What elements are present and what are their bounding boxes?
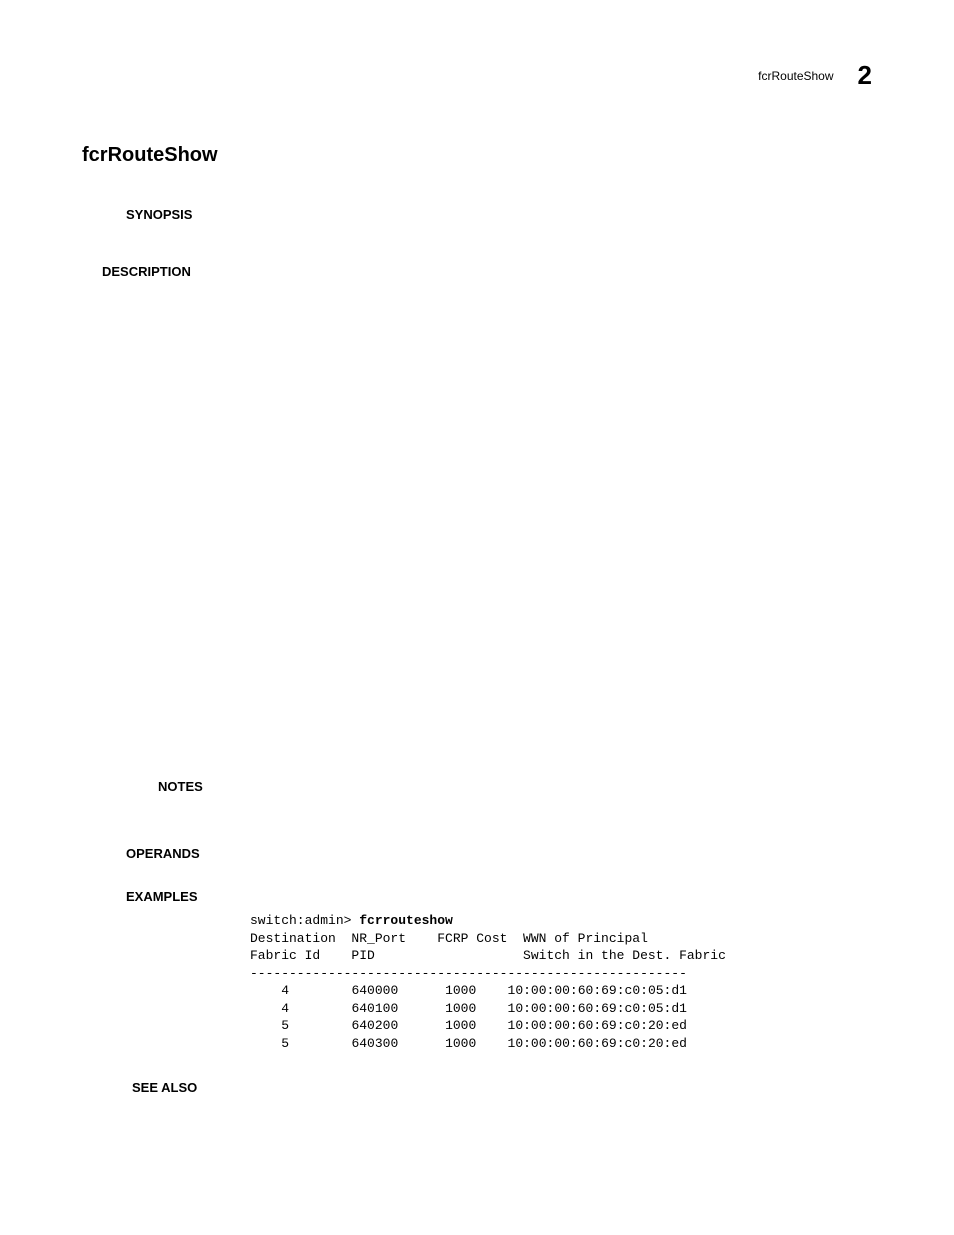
example-header-line1: Destination NR_Port FCRP Cost WWN of Pri…	[250, 931, 648, 946]
header-page-number: 2	[858, 60, 872, 91]
example-code-block: switch:admin> fcrrouteshow Destination N…	[250, 912, 872, 1052]
example-command: fcrrouteshow	[359, 913, 453, 928]
section-notes-label: NOTES	[158, 779, 872, 794]
example-header-line2: Fabric Id PID Switch in the Dest. Fabric	[250, 948, 726, 963]
example-row-1: 4 640100 1000 10:00:00:60:69:c0:05:d1	[250, 1001, 687, 1016]
example-row-0: 4 640000 1000 10:00:00:60:69:c0:05:d1	[250, 983, 687, 998]
header-command: fcrRouteShow	[758, 69, 833, 83]
section-synopsis-label: SYNOPSIS	[126, 207, 872, 222]
page-header: fcrRouteShow 2	[758, 60, 872, 91]
section-operands-label: OPERANDS	[126, 846, 872, 861]
example-separator: ----------------------------------------…	[250, 966, 687, 981]
section-examples-label: EXAMPLES	[126, 889, 872, 904]
example-row-2: 5 640200 1000 10:00:00:60:69:c0:20:ed	[250, 1018, 687, 1033]
section-description-label: DESCRIPTION	[102, 264, 872, 279]
example-row-3: 5 640300 1000 10:00:00:60:69:c0:20:ed	[250, 1036, 687, 1051]
section-seealso-label: SEE ALSO	[132, 1080, 872, 1095]
example-prompt: switch:admin>	[250, 913, 359, 928]
page-title: fcrRouteShow	[82, 144, 872, 167]
